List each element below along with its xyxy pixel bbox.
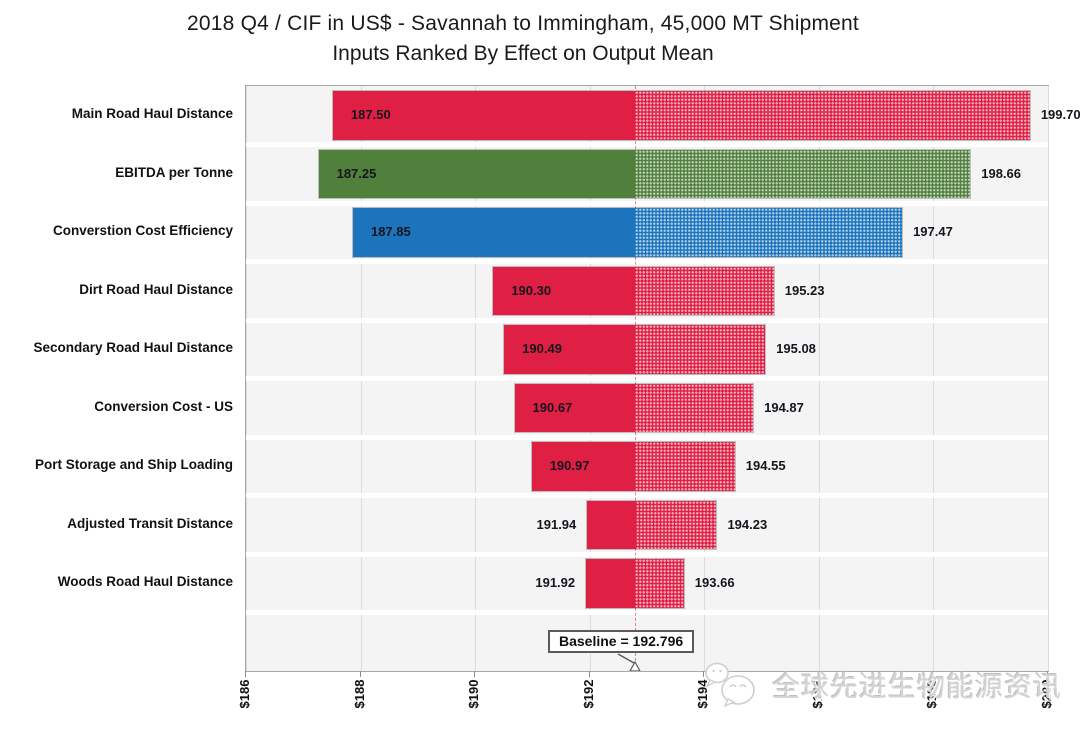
tornado-bar	[585, 558, 685, 609]
bar-low-segment	[586, 559, 636, 608]
category-label: Conversion Cost - US	[94, 398, 233, 414]
bar-high-value: 195.23	[784, 282, 825, 298]
row-separator	[246, 142, 1048, 147]
watermark-text: 全球先进生物能源资讯	[772, 671, 1063, 702]
bar-low-value: 190.30	[511, 282, 552, 298]
bar-low-segment	[587, 500, 636, 549]
chart-title-line1: 2018 Q4 / CIF in US$ - Savannah to Immin…	[187, 12, 859, 35]
category-label: Converstion Cost Efficiency	[52, 223, 233, 239]
wechat-icon	[705, 662, 755, 708]
tick-mark	[474, 671, 476, 677]
chart-title: 2018 Q4 / CIF in US$ - Savannah to Immin…	[0, 12, 1046, 66]
baseline-annotation: Baseline = 192.796	[548, 630, 695, 653]
row-separator	[246, 610, 1048, 615]
tornado-bar	[530, 441, 736, 492]
plot-area: Baseline = 192.796 187.50 199.70 187.25 198…	[245, 85, 1080, 672]
tick-mark	[245, 671, 246, 677]
bar-high-segment	[635, 383, 754, 432]
bar-high-segment	[635, 149, 971, 198]
tick-mark	[932, 671, 934, 677]
bar-low-value: 191.92	[535, 575, 576, 590]
bar-low-value: 190.49	[522, 341, 562, 356]
bar-high-segment	[635, 500, 717, 549]
row-separator	[246, 200, 1048, 206]
row-separator	[246, 434, 1048, 440]
bar-high-segment	[635, 208, 903, 257]
watermark: 全球先进生物能源资讯	[702, 654, 1062, 716]
bar-high-value: 198.66	[981, 165, 1021, 181]
chart-title-line2: Inputs Ranked By Effect on Output Mean	[332, 42, 714, 65]
bar-high-value: 195.08	[776, 341, 816, 356]
bar-high-segment	[635, 325, 766, 374]
bar-low-value: 191.94	[536, 516, 577, 532]
category-label: Secondary Road Haul Distance	[33, 340, 233, 356]
vertical-gridline	[1048, 86, 1049, 671]
tornado-bar	[586, 499, 718, 550]
tornado-bar	[503, 324, 767, 375]
bar-high-value: 193.66	[694, 575, 735, 590]
tornado-bar	[492, 265, 775, 316]
tick-label: $192	[580, 679, 596, 709]
tick-mark	[359, 671, 361, 677]
row-separator	[246, 493, 1048, 498]
bar-high-value: 194.55	[745, 458, 786, 473]
bar-low-segment	[531, 442, 636, 491]
tornado-bar	[513, 382, 755, 433]
category-label: Dirt Road Haul Distance	[79, 281, 233, 297]
tick-mark	[588, 671, 590, 677]
bar-high-value: 194.87	[764, 399, 804, 415]
bar-low-value: 190.97	[549, 458, 590, 473]
bar-high-value: 197.47	[913, 224, 953, 239]
category-label: EBITDA per Tonne	[115, 164, 233, 180]
tick-mark	[1047, 671, 1048, 677]
bar-low-segment	[493, 266, 636, 315]
category-label: Adjusted Transit Distance	[67, 515, 233, 531]
row-separator	[246, 317, 1048, 323]
category-axis-labels: Main Road Haul Distance EBITDA per Tonne C…	[0, 85, 233, 670]
tick-label: $186	[237, 679, 252, 709]
x-axis: $186 $188 $190 $192 $194 $196 $198 $200	[237, 670, 1054, 734]
bar-high-segment	[635, 91, 1030, 140]
tornado-bar	[331, 90, 1031, 141]
bar-low-segment	[504, 325, 636, 374]
bar-high-value: 199.70	[1040, 107, 1080, 122]
tick-mark	[817, 671, 819, 677]
bar-low-segment	[318, 149, 636, 198]
bar-high-segment	[635, 266, 774, 315]
category-label: Woods Road Haul Distance	[57, 574, 233, 590]
bar-low-segment	[332, 91, 636, 140]
tornado-bar	[317, 148, 972, 199]
bar-high-value: 194.23	[727, 516, 768, 532]
bar-low-segment	[352, 208, 636, 257]
bar-low-value: 187.85	[370, 224, 411, 239]
row-separator	[246, 551, 1048, 557]
bar-low-value: 190.67	[532, 399, 573, 415]
bar-low-value: 187.25	[336, 165, 377, 181]
bar-high-segment	[635, 442, 735, 491]
bar-low-segment	[514, 383, 636, 432]
category-label: Main Road Haul Distance	[71, 106, 233, 122]
tick-label: $190	[466, 679, 482, 709]
tornado-bar	[351, 207, 904, 258]
bar-low-value: 187.50	[350, 107, 391, 122]
tick-mark	[703, 671, 705, 677]
bar-high-segment	[635, 559, 684, 608]
row-separator	[246, 376, 1048, 381]
baseline-line	[635, 86, 637, 671]
tick-label: $188	[351, 679, 367, 709]
row-separator	[246, 259, 1048, 264]
category-label: Port Storage and Ship Loading	[34, 457, 233, 473]
